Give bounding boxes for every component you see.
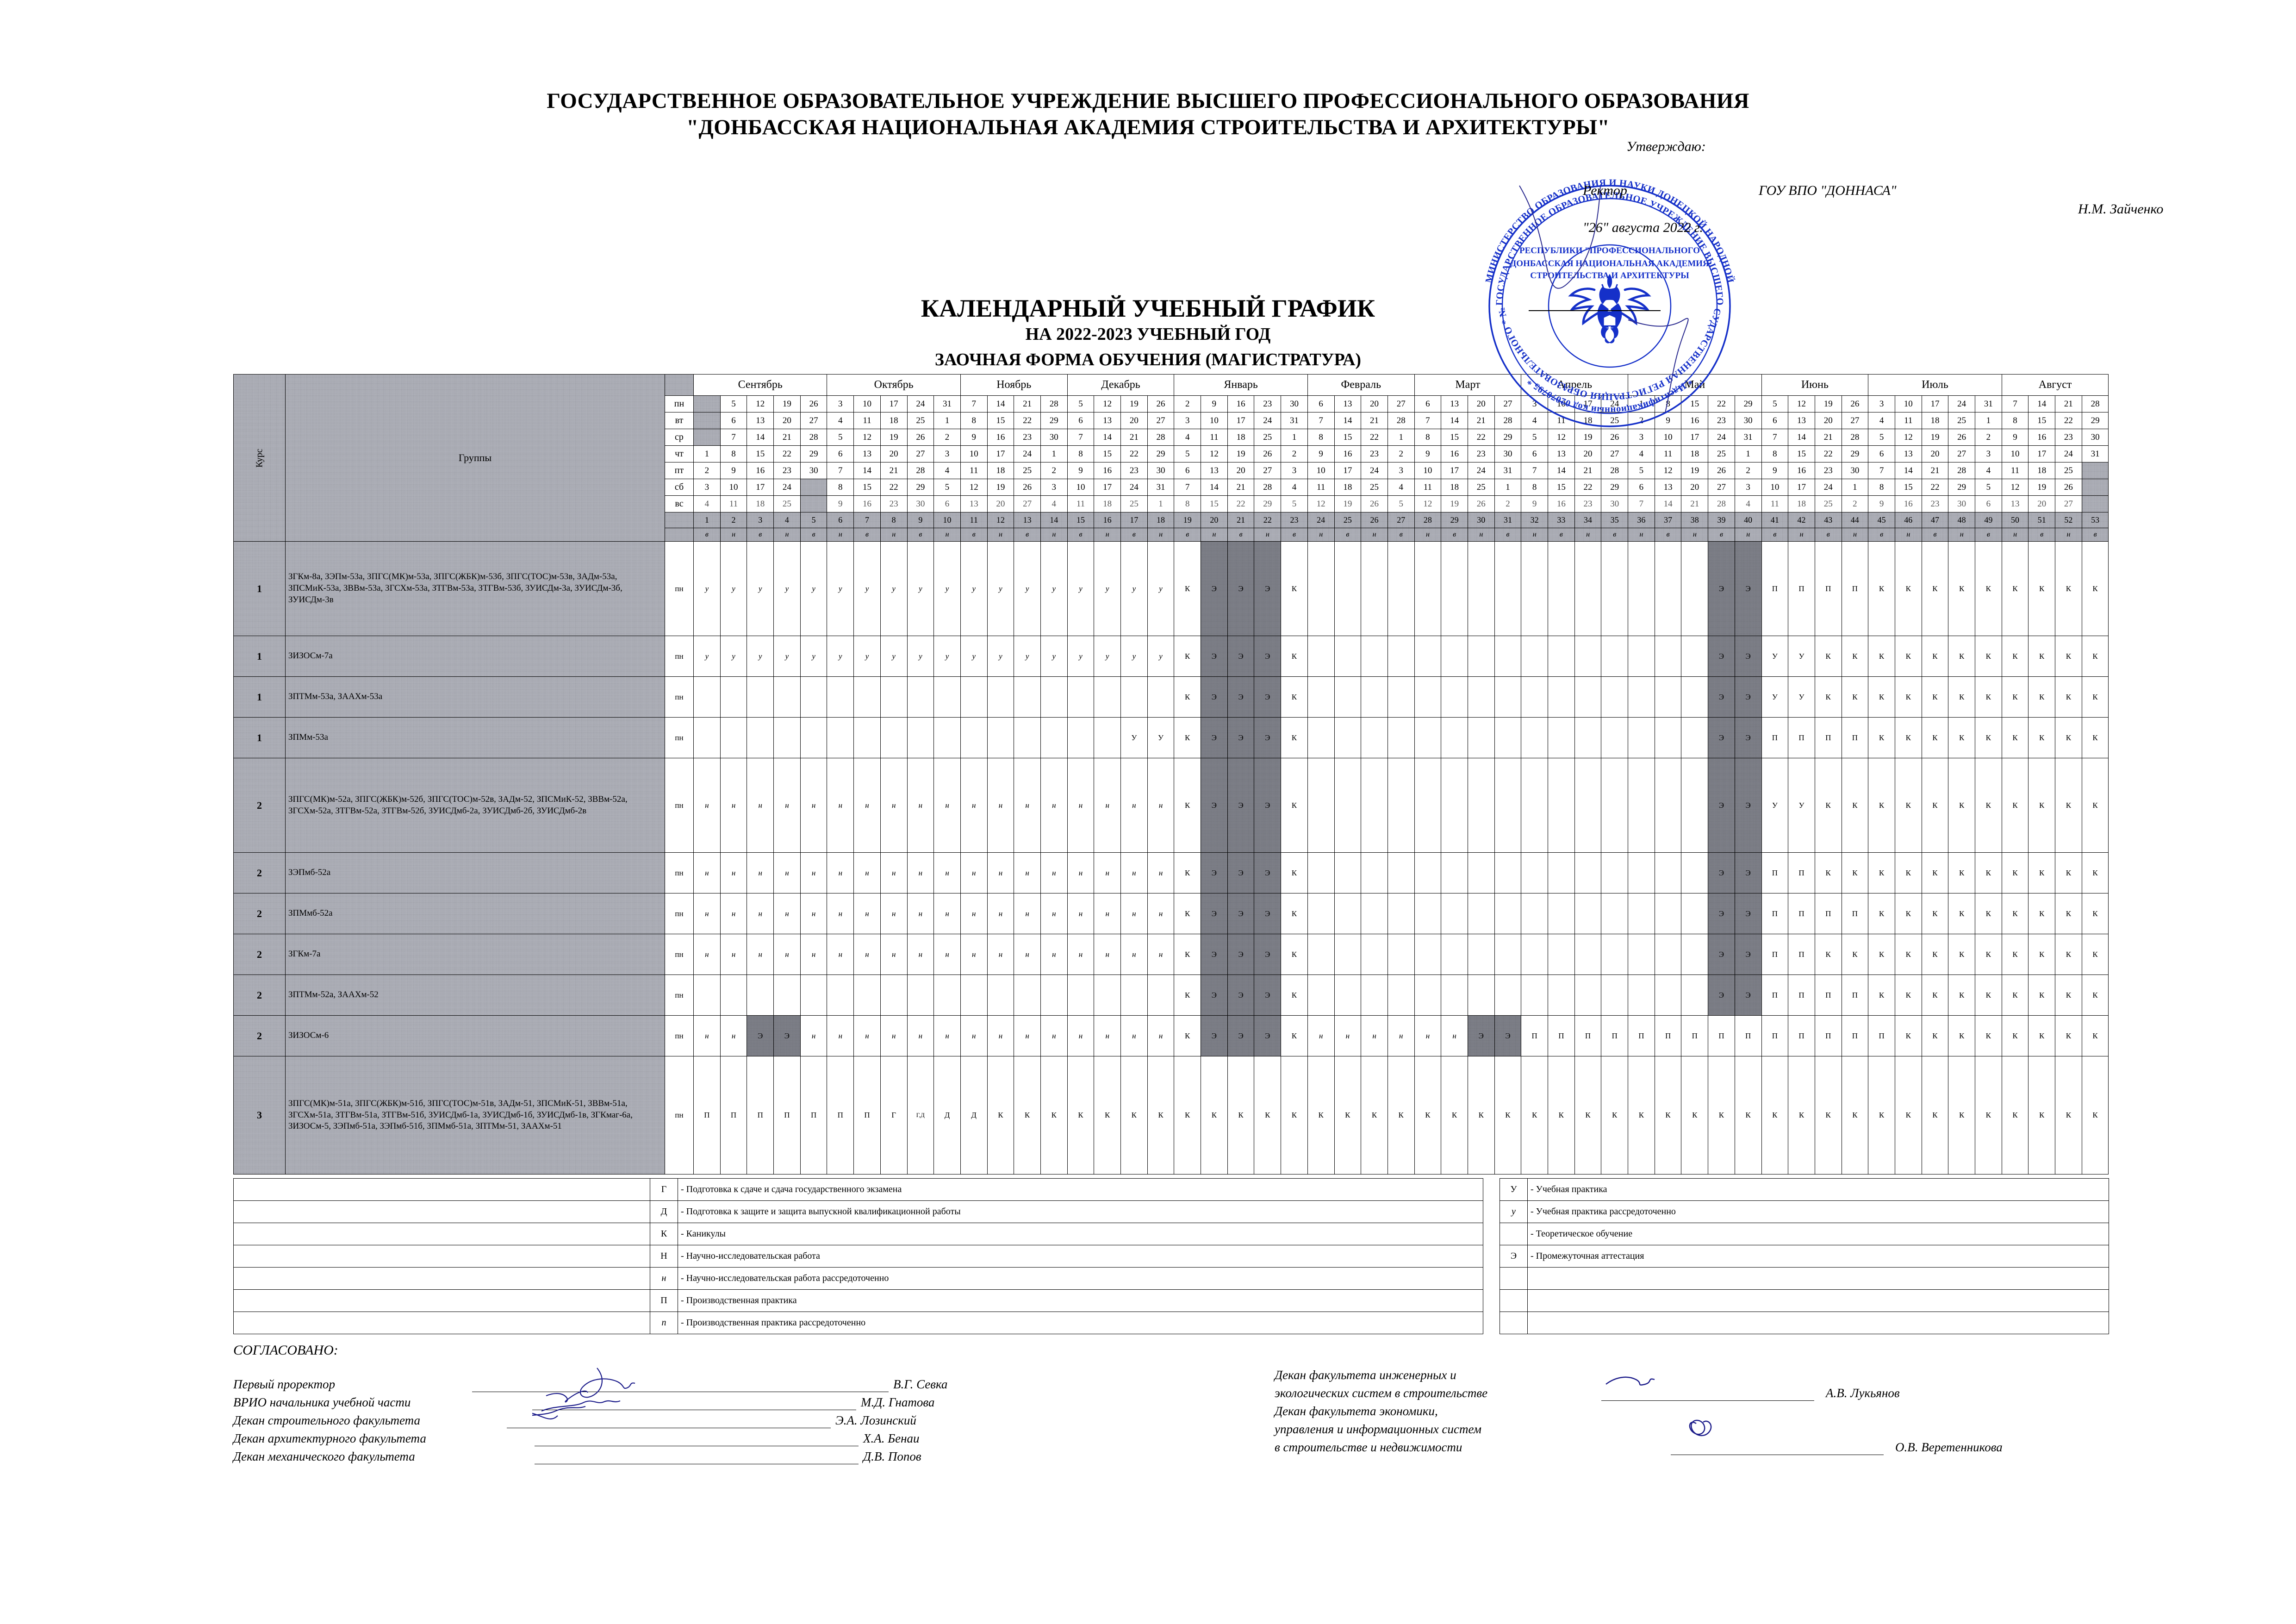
svg-text:ДОНБАССКАЯ НАЦИОНАЛЬНАЯ АКАДЕМ: ДОНБАССКАЯ НАЦИОНАЛЬНАЯ АКАДЕМИЯ: [1510, 259, 1709, 269]
svg-text:РЕСПУБЛИКИ "ПРОФЕССИОНАЛЬНОГО: РЕСПУБЛИКИ "ПРОФЕССИОНАЛЬНОГО: [1519, 246, 1700, 256]
